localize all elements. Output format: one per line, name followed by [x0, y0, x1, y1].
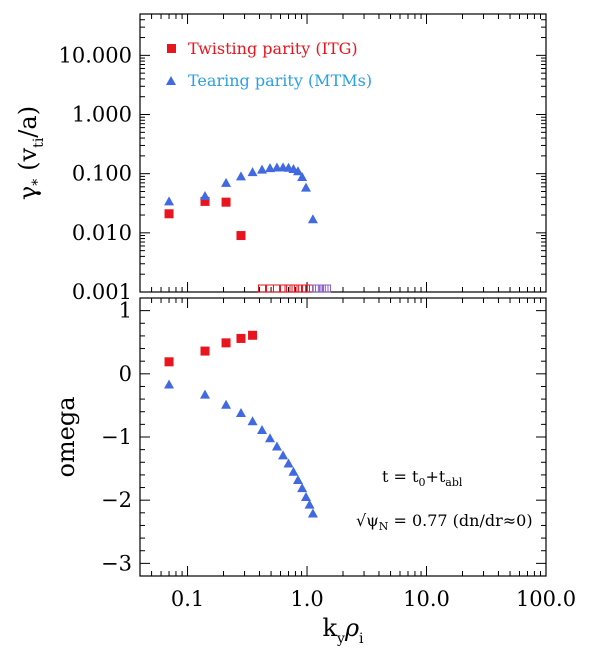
mtm-point [200, 389, 211, 399]
mtm-point [221, 399, 232, 409]
x-tick-label: 0.1 [171, 587, 204, 611]
stable-itg-marker [305, 284, 314, 293]
bottom-data-points [164, 330, 318, 518]
x-tick-label: 10.0 [403, 587, 450, 611]
y-tick-label: −3 [101, 551, 132, 575]
top-y-ticks: 10.000 1.000 0.100 0.010 0.001 [59, 13, 546, 304]
mtm-point [292, 474, 303, 484]
mtm-point [221, 177, 232, 187]
y-tick-label: −1 [101, 425, 132, 449]
bottom-y-axis-label: omega [52, 396, 80, 477]
itg-point [164, 357, 174, 367]
psi-annotation: √ψN = 0.77 (dn/dr≈0) [356, 511, 533, 533]
top-x-ticks [139, 14, 547, 292]
top-stable-markers [258, 284, 332, 293]
mtm-point [307, 508, 318, 518]
mtm-point [235, 171, 246, 181]
top-y-axis-label: γ*(vti/a) [14, 106, 47, 200]
itg-point [200, 196, 210, 206]
mtm-point [297, 483, 308, 493]
top-data-points [164, 162, 318, 241]
y-tick-label: 0.100 [72, 162, 132, 186]
stable-itg-marker [279, 284, 288, 293]
y-tick-label: 0.010 [72, 221, 132, 245]
mtm-point [300, 492, 311, 502]
stable-itg-marker [258, 284, 267, 293]
itg-point [236, 231, 246, 241]
itg-point [236, 333, 246, 343]
itg-point [200, 346, 210, 356]
y-tick-label: 1 [119, 299, 132, 323]
stable-mtm-marker [323, 284, 332, 293]
mtm-point [265, 163, 276, 173]
itg-point [221, 197, 231, 207]
mtm-point [164, 379, 175, 389]
mtm-point [247, 416, 258, 426]
mtm-point [271, 441, 282, 451]
legend-label-tearing: Tearing parity (MTMs) [188, 71, 372, 90]
stable-itg-marker [266, 284, 275, 293]
bottom-x-ticks: 0.1 1.0 10.0 100.0 [139, 298, 576, 611]
y-tick-label: 1.000 [72, 103, 132, 127]
mtm-point [300, 182, 311, 192]
y-tick-label: 10.000 [59, 43, 132, 67]
mtm-point [164, 196, 175, 206]
bottom-y-ticks: 1 0 −1 −2 −3 [101, 299, 546, 575]
mtm-point [297, 171, 308, 181]
bottom-panel: 0.1 1.0 10.0 100.0 1 0 −1 −2 −3 omega kyρi t = … [52, 297, 576, 647]
mtm-point [257, 425, 268, 435]
mtm-point [200, 190, 211, 200]
itg-point [164, 209, 174, 219]
legend-marker-twisting [167, 44, 176, 53]
stable-itg-marker [293, 284, 302, 293]
mtm-point [283, 458, 294, 468]
top-legend: Twisting parity (ITG) Tearing parity (MT… [166, 39, 372, 90]
time-annotation: t = t0+tabl [382, 467, 463, 489]
mtm-point [247, 167, 258, 177]
legend-marker-tearing [166, 76, 176, 85]
mtm-point [307, 214, 318, 224]
y-tick-label: 0 [119, 362, 132, 386]
mtm-point [265, 433, 276, 443]
stable-itg-marker [284, 284, 293, 293]
mtm-point [278, 450, 289, 460]
legend-label-twisting: Twisting parity (ITG) [188, 39, 358, 58]
top-panel: 10.000 1.000 0.100 0.010 0.001 Twisting pari… [14, 13, 547, 304]
mtm-point [292, 166, 303, 176]
x-axis-label: kyρi [322, 614, 364, 647]
stable-itg-marker [272, 284, 281, 293]
itg-point [248, 330, 258, 340]
mtm-point [235, 407, 246, 417]
stable-itg-marker [289, 284, 298, 293]
x-tick-label: 1.0 [290, 587, 323, 611]
mtm-point [304, 499, 315, 509]
itg-point [221, 338, 231, 348]
y-tick-label: −2 [101, 488, 132, 512]
bottom-plot-frame [139, 297, 547, 577]
x-tick-label: 100.0 [516, 587, 576, 611]
y-tick-label: 0.001 [72, 280, 132, 304]
mtm-point [257, 164, 268, 174]
mtm-point [288, 466, 299, 476]
